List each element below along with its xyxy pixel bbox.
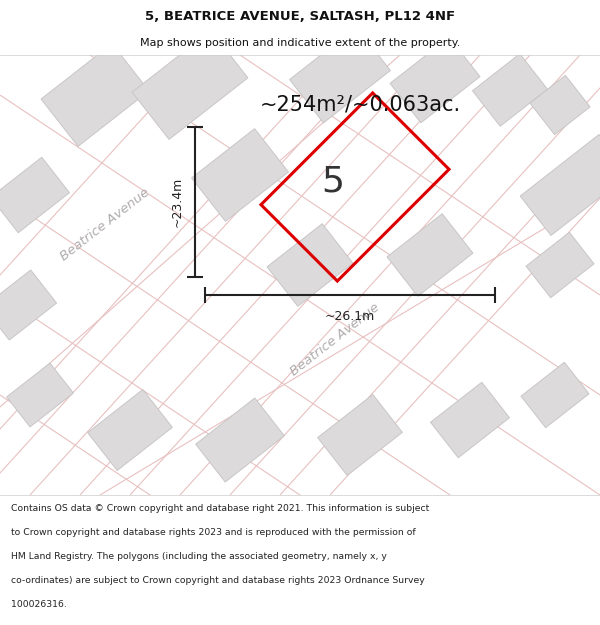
Polygon shape xyxy=(290,27,391,123)
Text: ~254m²/~0.063ac.: ~254m²/~0.063ac. xyxy=(259,95,461,115)
Polygon shape xyxy=(521,362,589,428)
Text: 5: 5 xyxy=(322,165,344,199)
Text: 100026316.: 100026316. xyxy=(11,600,67,609)
Polygon shape xyxy=(41,44,149,146)
Text: HM Land Registry. The polygons (including the associated geometry, namely x, y: HM Land Registry. The polygons (includin… xyxy=(11,552,386,561)
Polygon shape xyxy=(191,129,289,221)
Text: ~23.4m: ~23.4m xyxy=(170,177,184,227)
Polygon shape xyxy=(132,31,248,139)
Text: to Crown copyright and database rights 2023 and is reproduced with the permissio: to Crown copyright and database rights 2… xyxy=(11,528,415,537)
Polygon shape xyxy=(473,54,547,126)
Polygon shape xyxy=(526,232,594,298)
Polygon shape xyxy=(196,398,284,482)
Text: Beatrice Avenue: Beatrice Avenue xyxy=(288,301,382,379)
Text: Beatrice Avenue: Beatrice Avenue xyxy=(58,186,152,264)
Polygon shape xyxy=(267,224,353,306)
Polygon shape xyxy=(387,214,473,296)
Polygon shape xyxy=(390,38,480,122)
Polygon shape xyxy=(431,382,509,458)
Polygon shape xyxy=(88,389,172,471)
Polygon shape xyxy=(0,158,70,232)
Polygon shape xyxy=(0,270,56,340)
Polygon shape xyxy=(7,363,73,427)
Text: ~26.1m: ~26.1m xyxy=(325,311,375,324)
Text: co-ordinates) are subject to Crown copyright and database rights 2023 Ordnance S: co-ordinates) are subject to Crown copyr… xyxy=(11,576,425,585)
Polygon shape xyxy=(530,76,590,134)
Text: Contains OS data © Crown copyright and database right 2021. This information is : Contains OS data © Crown copyright and d… xyxy=(11,504,429,513)
Polygon shape xyxy=(520,134,600,236)
Text: 5, BEATRICE AVENUE, SALTASH, PL12 4NF: 5, BEATRICE AVENUE, SALTASH, PL12 4NF xyxy=(145,10,455,23)
Text: Map shows position and indicative extent of the property.: Map shows position and indicative extent… xyxy=(140,38,460,48)
Polygon shape xyxy=(317,394,403,476)
